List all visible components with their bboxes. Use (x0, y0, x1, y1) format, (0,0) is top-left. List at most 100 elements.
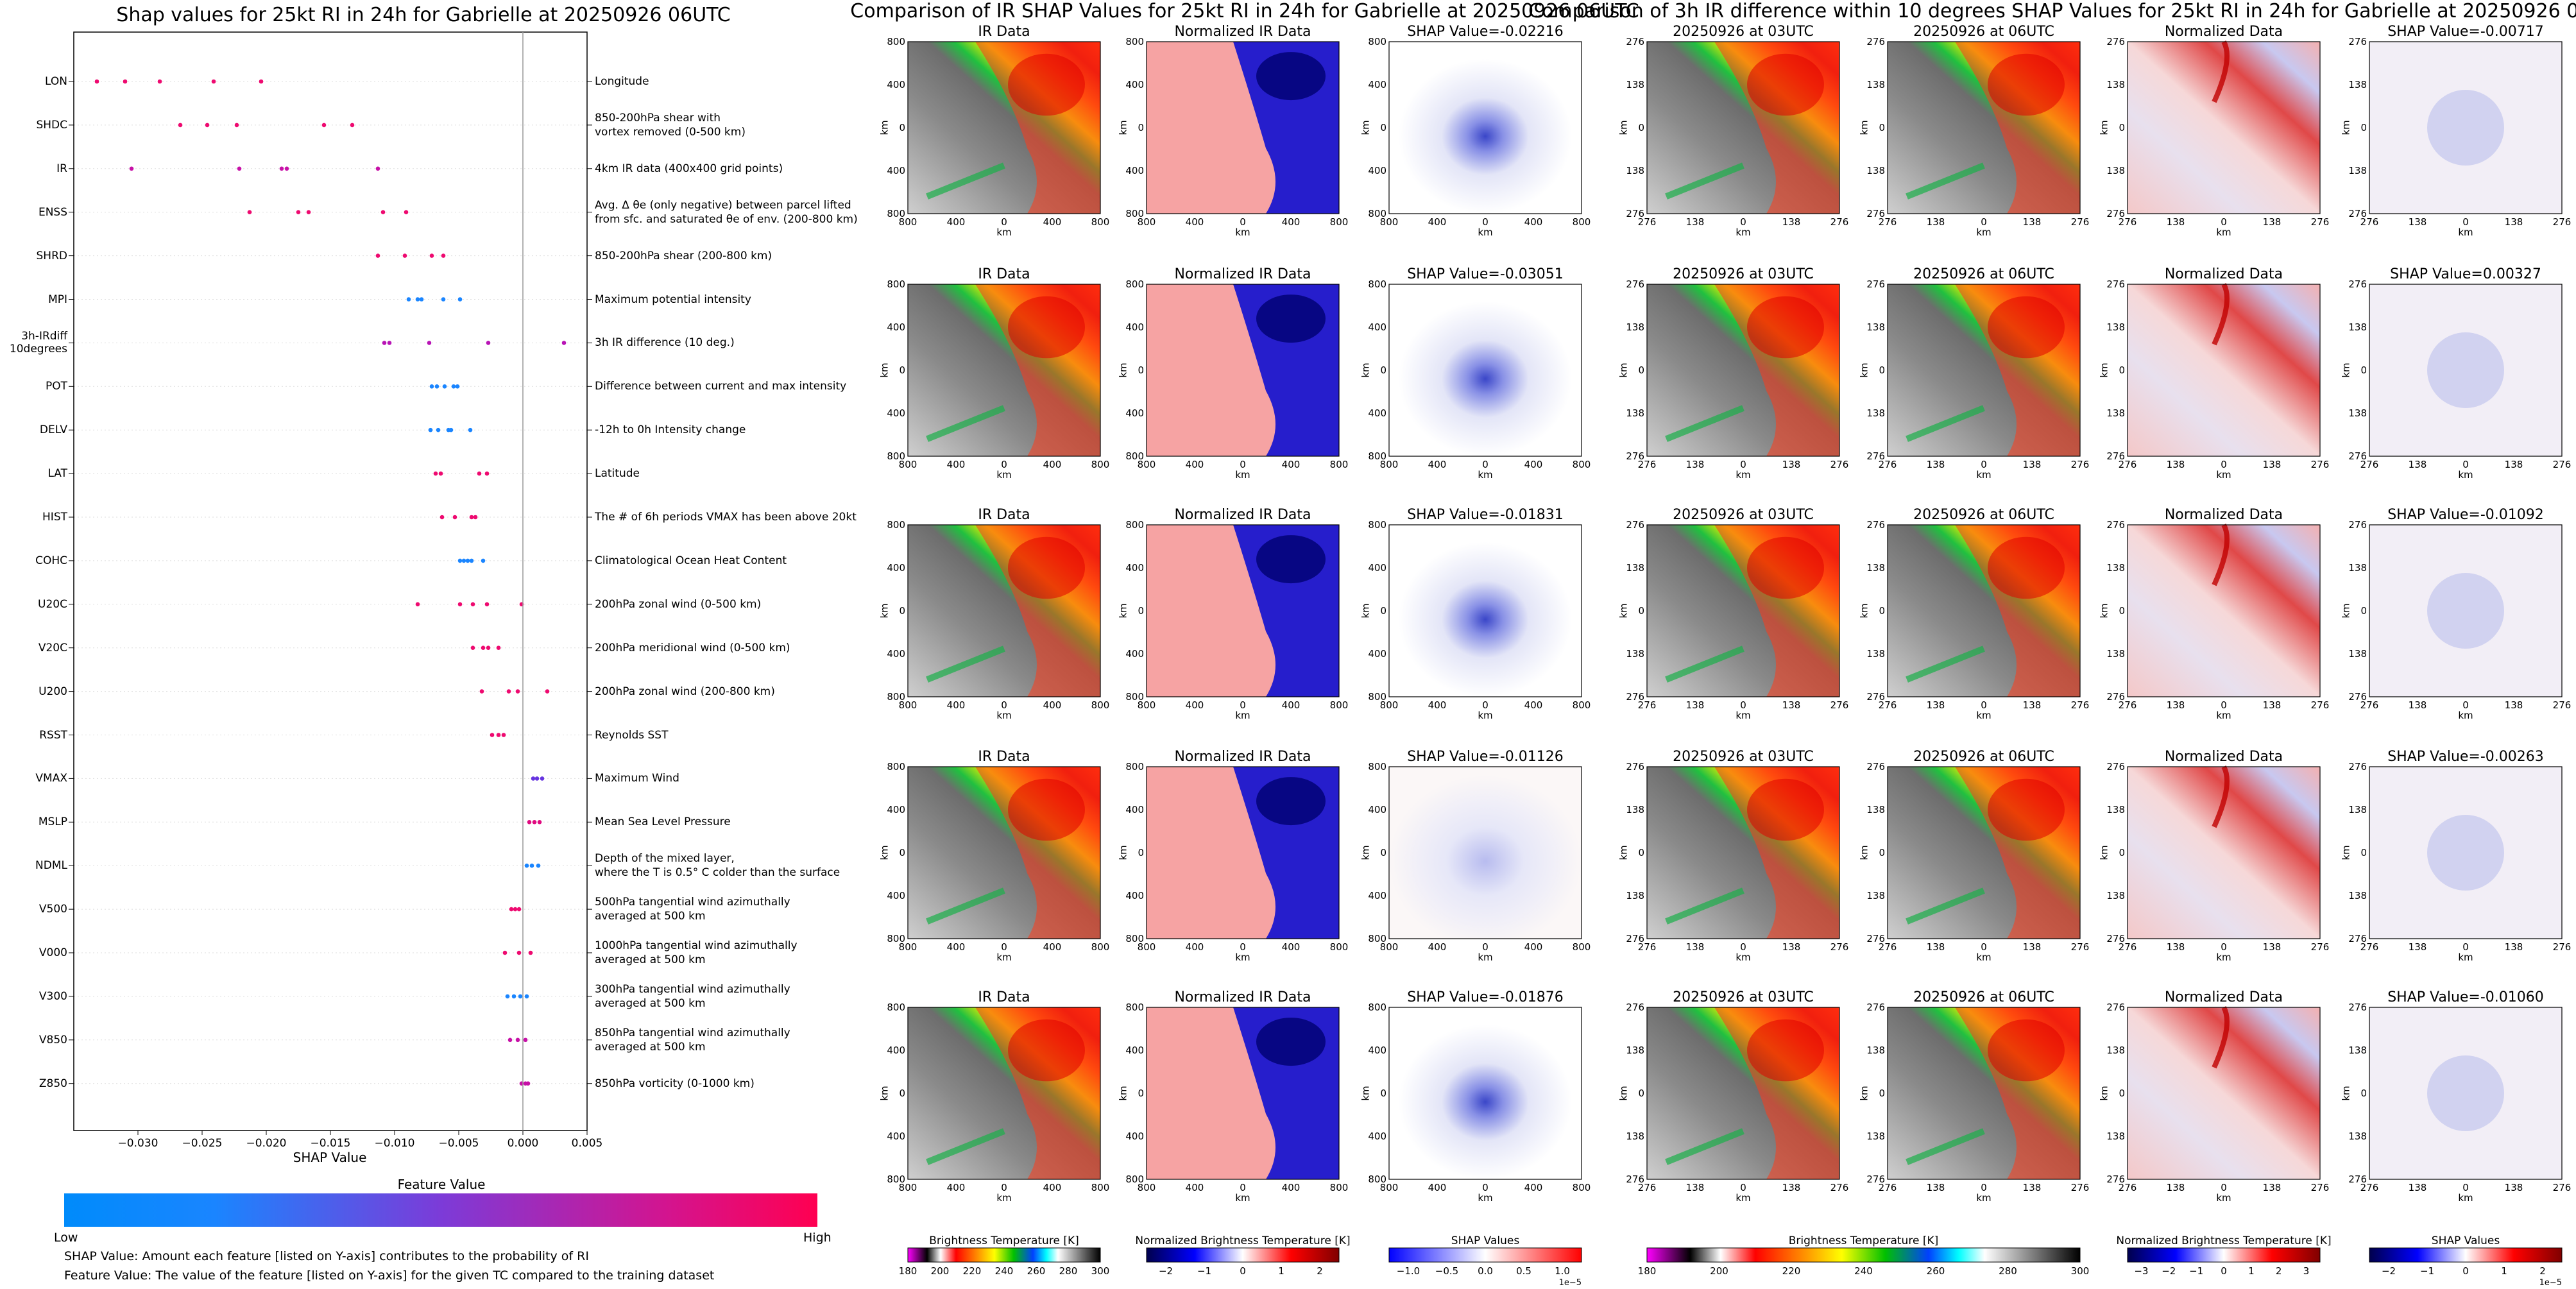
panel-x-tick: 800 (1329, 699, 1349, 711)
shap-point (516, 907, 522, 912)
panel-y-tick: 800 (887, 278, 905, 290)
panel-x-tick: 400 (1524, 699, 1543, 711)
panel-x-tick: 0 (2221, 1182, 2227, 1193)
diff-feature (2212, 524, 2230, 586)
colorbar-label: Brightness Temperature [K] (1788, 1234, 1939, 1247)
panel-frame (907, 524, 1101, 697)
panel-title: 20250926 at 06UTC (1913, 989, 2054, 1005)
panel-y-tick: 0 (1380, 605, 1386, 617)
panel-y-tick: 800 (1125, 208, 1144, 219)
panel-x-tick: 800 (1379, 1182, 1399, 1193)
panel-y-tick: 138 (2348, 1045, 2367, 1056)
shap-point (205, 123, 210, 128)
panel-y-tick: 276 (1626, 450, 1644, 462)
cloud-band (1906, 645, 1985, 683)
cloud-band (926, 405, 1005, 442)
panel-y-tick: 276 (1866, 1002, 1885, 1013)
panel-y-tick: 400 (887, 562, 905, 574)
coldest-region (1256, 777, 1326, 826)
diff-feature (2212, 765, 2230, 828)
panel-y-tick: 400 (1125, 648, 1144, 660)
panel-x-tick: 0 (1740, 941, 1746, 953)
shap-point (380, 210, 386, 215)
panel-x-tick: 276 (2552, 459, 2572, 470)
panel-x-tick: 138 (2262, 1182, 2282, 1193)
panel-ylabel: km (1117, 1086, 1129, 1101)
feature-desc: 850-200hPa shear with (595, 111, 721, 124)
panel-y-tick: 800 (1368, 691, 1386, 703)
feature-desc: 850-200hPa shear (200-800 km) (595, 249, 772, 262)
feature-label-u200: U200 (38, 685, 67, 698)
panel-x-tick: 276 (2310, 216, 2330, 228)
panel-y-tick: 400 (887, 648, 905, 660)
panel-ylabel: km (1617, 363, 1630, 378)
shap-point (429, 253, 434, 258)
panel-x-tick: 400 (1281, 699, 1301, 711)
panel-y-tick: 276 (1866, 450, 1885, 462)
shap-point (448, 427, 454, 432)
panel-y-tick: 138 (2106, 648, 2125, 660)
deep-convection (1008, 296, 1085, 359)
panel-y-tick: 0 (1879, 605, 1885, 617)
shap-point (524, 994, 529, 999)
panel-ylabel: km (2340, 120, 2352, 135)
panel-ylabel: km (1117, 845, 1129, 860)
panel-x-tick: 800 (1572, 941, 1591, 953)
shap-point (387, 341, 392, 345)
panel-y-tick: 400 (1125, 890, 1144, 901)
image-panel (1388, 41, 1582, 214)
feature-label-lon: LON (45, 75, 67, 88)
panel-x-tick: 0 (2462, 941, 2469, 953)
panel-y-tick: 0 (1380, 1088, 1386, 1099)
panel-frame (1146, 284, 1340, 457)
image-panel (2369, 524, 2563, 697)
shap-point (455, 384, 460, 389)
panel-x-tick: 800 (898, 699, 917, 711)
feature-desc: Maximum potential intensity (595, 293, 751, 306)
shap-point (404, 210, 409, 215)
panel-frame (2127, 524, 2321, 697)
panel-ylabel: km (1117, 603, 1129, 619)
panel-x-tick: 138 (2262, 941, 2282, 953)
panel-x-tick: 0 (1001, 941, 1007, 953)
feature-label-z850: Z850 (38, 1077, 67, 1090)
panel-x-tick: 800 (1091, 216, 1110, 228)
shap-point (428, 427, 433, 432)
shap-point (375, 253, 380, 258)
panel-y-tick: 276 (1866, 278, 1885, 290)
panel-xlabel: km (2458, 226, 2473, 238)
panel-x-tick: 276 (1830, 699, 1849, 711)
panel-x-tick: 138 (1782, 459, 1801, 470)
shap-point (511, 994, 516, 999)
panel-frame (907, 1007, 1101, 1180)
deep-convection (1747, 53, 1824, 116)
shap-point (479, 689, 484, 694)
panel-title: SHAP Value=-0.01092 (2387, 507, 2544, 523)
panel-y-tick: 138 (1626, 321, 1644, 333)
panel-x-tick: 138 (2166, 459, 2185, 470)
panel-title: 20250926 at 03UTC (1673, 507, 1814, 523)
shap-point (415, 602, 420, 607)
panel-title: SHAP Value=-0.01060 (2387, 989, 2544, 1005)
panel-title: Normalized IR Data (1174, 749, 1311, 765)
diff-feature (2212, 283, 2230, 346)
x-tick-label: −0.020 (246, 1137, 287, 1150)
shap-point (527, 820, 532, 824)
panel-xlabel: km (1976, 952, 1992, 963)
panel-xlabel: km (1235, 1192, 1250, 1204)
feature-desc: 1000hPa tangential wind azimuthally (595, 939, 798, 952)
shap-point (321, 123, 327, 128)
panel-y-tick: 0 (1638, 364, 1644, 376)
panel-title: Normalized Data (2164, 266, 2283, 282)
shap-point (469, 515, 474, 520)
shap-point (536, 863, 541, 868)
panel-x-tick: 138 (2166, 1182, 2185, 1193)
panel-y-tick: 400 (1368, 1131, 1386, 1142)
shap-point (306, 210, 311, 215)
x-tick-label: −0.030 (117, 1137, 158, 1150)
panel-x-tick: 400 (1043, 216, 1062, 228)
shap-point (513, 907, 518, 912)
diff-shap-center (2427, 332, 2504, 408)
feature-label-ndml: NDML (35, 859, 67, 873)
